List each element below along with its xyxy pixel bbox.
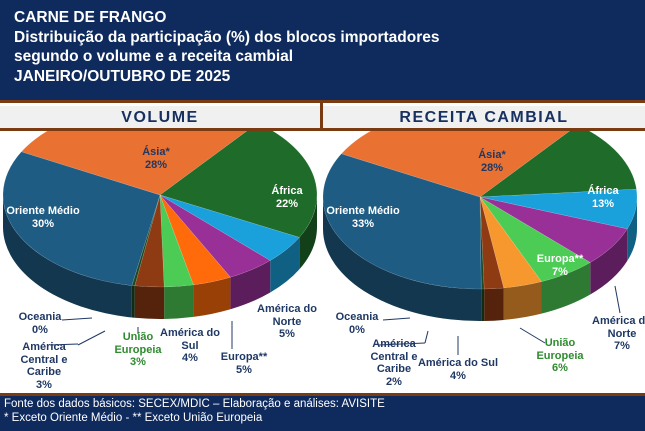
leader-line-5 [382,317,411,321]
label-receita-america-norte: América doNorte7% [592,315,645,352]
pie-slice-receita-0 [340,131,571,198]
pie-side-1-2 [627,197,637,261]
pie-side-1-7 [481,288,485,321]
label-volume-europa: Europa** 5% [220,351,268,376]
pie-slice-volume-2 [159,194,300,261]
label-volume-oceania: Oceania 0% [18,311,62,336]
leader-line-10 [614,285,621,314]
leader-line-1 [49,343,79,346]
pie-slice-receita-2 [479,188,638,230]
pie-slice-receita-4 [479,196,591,282]
label-volume-america-norte: América do Norte 5% [257,303,317,340]
title-line-4: JANEIRO/OUTUBRO DE 2025 [14,67,231,85]
pie-side-1-3 [590,228,628,295]
label-volume-oriente-medio: Oriente Médio 30% [6,205,80,230]
pie-slice-receita-7 [479,196,485,290]
pie-slice-volume-1 [159,131,318,238]
pie-slice-receita-3 [479,196,628,263]
footer-notes: * Exceto Oriente Médio - ** Exceto União… [4,412,263,424]
pie-side-1-4 [541,262,591,314]
label-volume-africa: África 22% [271,185,303,210]
pie-slice-volume-0 [20,131,248,196]
pie-side-1-5 [503,281,542,320]
label-volume-uniao-europeia: União Europeia 3% [114,331,162,368]
pie-side-0-5 [164,284,194,319]
label-receita-america-central: América Central e Caribe 2% [370,338,418,388]
pie-slice-volume-4 [159,194,231,286]
leader-line-7 [424,330,429,344]
pie-slice-volume-5 [159,194,194,288]
leader-line-6 [377,342,426,346]
label-receita-europa: Europa** 7% [536,253,584,278]
label-receita-uniao-europeia: União Europeia 6% [536,337,584,374]
pie-side-0-6 [134,285,165,319]
leader-line-2 [77,330,106,346]
label-receita-oriente-medio: Oriente Médio 33% [326,205,400,230]
pie-side-0-1 [299,195,317,270]
title-line-1: CARNE DE FRANGO [14,9,167,26]
pie-charts [2,131,638,355]
pie-side-0-4 [193,277,231,317]
pie-slice-volume-6 [134,194,165,288]
footer: Fonte dos dados básicos: SECEX/MDIC – El… [0,393,645,431]
label-receita-oceania: Oceania 0% [335,311,379,336]
label-receita-africa: África 13% [587,185,619,210]
label-receita-asia: Ásia* 28% [478,149,506,174]
pie-slice-volume-8 [2,151,161,286]
pie-side-0-3 [230,260,271,310]
leader-line-0 [61,317,93,321]
leader-line-9 [519,327,546,344]
footer-source: Fonte dos dados básicos: SECEX/MDIC – El… [4,398,385,410]
pie-slice-receita-6 [479,196,505,290]
pie-slice-volume-3 [159,194,271,278]
pie-slice-receita-1 [479,131,637,198]
title-line-2: Distribuição da participação (%) dos blo… [14,28,440,46]
pie-side-1-6 [484,287,504,321]
title-line-3: segundo o volume e a receita cambial [14,48,294,65]
label-volume-asia: Ásia* 28% [142,146,170,171]
label-volume-america-sul: América do Sul 4% [160,327,220,364]
label-receita-america-sul: América do Sul 4% [417,357,499,382]
receita-header: RECEITA CAMBIAL [323,106,645,131]
label-volume-america-central: América Central e Caribe 3% [20,341,68,391]
pie-side-0-7 [131,285,135,318]
pie-side-1-8 [323,197,482,321]
pie-slice-receita-8 [322,153,482,290]
volume-header: VOLUME [0,106,320,131]
pie-slice-receita-5 [479,196,542,289]
pie-side-0-2 [270,237,300,293]
title-box: CARNE DE FRANGO Distribuição da particip… [0,0,645,103]
pie-side-0-8 [3,195,132,318]
pie-slice-volume-7 [131,194,161,287]
charts-panel: Ásia* 28% África 22% Oriente Médio 30% Amér… [0,131,645,393]
